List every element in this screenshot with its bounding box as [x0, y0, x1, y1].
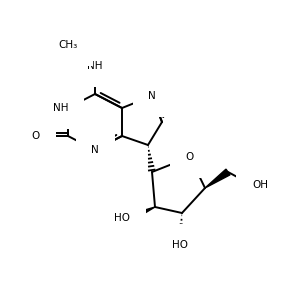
Text: O: O [186, 152, 194, 162]
Text: N: N [91, 145, 99, 155]
Text: NH: NH [52, 103, 68, 113]
Text: OH: OH [252, 180, 268, 190]
Text: HO: HO [172, 240, 188, 250]
Text: NH: NH [87, 61, 103, 71]
Polygon shape [205, 169, 230, 188]
Text: CH₃: CH₃ [58, 40, 78, 50]
Text: O: O [32, 131, 40, 141]
Polygon shape [128, 207, 155, 221]
Text: HO: HO [114, 213, 130, 223]
Text: N: N [148, 91, 156, 101]
